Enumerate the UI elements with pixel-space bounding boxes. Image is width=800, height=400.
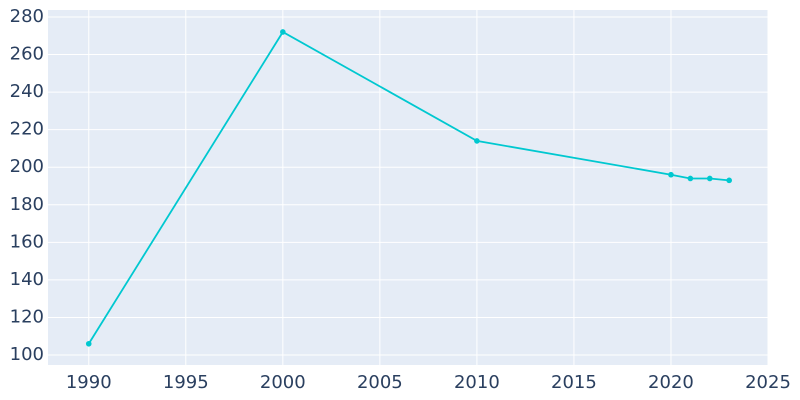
x-tick-label: 2000 <box>260 372 306 393</box>
x-tick-label: 2005 <box>357 372 403 393</box>
point <box>668 171 674 178</box>
point <box>706 175 713 182</box>
point <box>85 340 92 347</box>
y-tick-label: 140 <box>10 269 44 290</box>
x-tick-label: 2025 <box>745 372 791 393</box>
y-tick-label: 100 <box>10 344 44 365</box>
point <box>474 138 480 144</box>
y-tick-label: 180 <box>10 194 44 215</box>
x-tick-label: 2015 <box>551 372 597 393</box>
y-tick-label: 220 <box>10 119 44 140</box>
y-tick-label: 260 <box>10 44 44 65</box>
y-tick-label: 280 <box>10 6 44 27</box>
x-tick-label: 1995 <box>163 372 209 393</box>
y-tick-label: 240 <box>10 81 44 102</box>
y-tick-label: 120 <box>10 306 44 327</box>
plot-area <box>48 10 768 365</box>
point <box>687 175 694 182</box>
y-tick-label: 200 <box>10 156 44 177</box>
point <box>726 177 732 184</box>
x-tick-label: 2020 <box>648 372 694 393</box>
y-tick-label: 160 <box>10 231 44 252</box>
point <box>280 29 286 35</box>
x-tick-label: 2010 <box>454 372 500 393</box>
x-tick-label: 1990 <box>66 372 112 393</box>
